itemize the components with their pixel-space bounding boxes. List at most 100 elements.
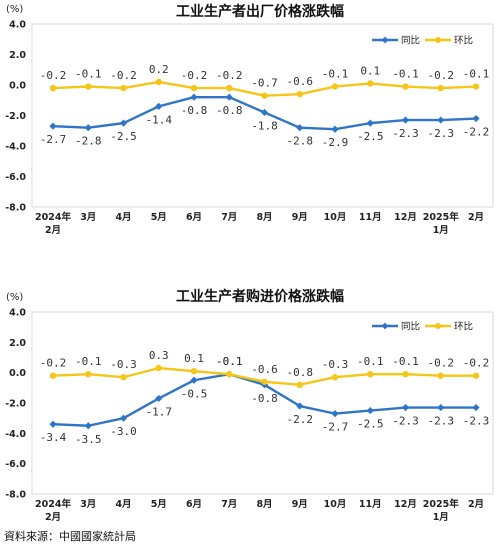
x-tick-label-line: 5月 — [151, 212, 167, 223]
data-point-yoy — [437, 403, 445, 412]
x-tick-label-line: 5月 — [151, 499, 167, 510]
data-point-mom — [402, 370, 409, 378]
x-tick-label-line: 3月 — [80, 499, 96, 510]
data-point-mom — [472, 372, 480, 379]
legend-label: 同比 — [401, 321, 420, 333]
data-point-mom — [367, 80, 374, 87]
chart-1: (%) 工业生产者出厂价格涨跌幅 4.0 2.0 0.0 -2.0 -4.0 -6.0 -8.0… — [5, 3, 494, 236]
data-label-yoy: -2.7 — [322, 421, 349, 434]
data-point-yoy — [84, 422, 92, 430]
x-tick-label-line: 2025年 — [423, 211, 459, 223]
x-tick-label: 3月 — [80, 212, 96, 223]
data-label-mom: -0.2 — [428, 357, 455, 370]
data-point-mom — [296, 90, 303, 98]
data-label-yoy: -3.5 — [75, 433, 102, 446]
x-tick-label: 4月 — [115, 212, 131, 223]
x-tick-label-line: 11月 — [359, 212, 382, 223]
data-point-yoy — [296, 124, 304, 132]
data-label-mom: 0.2 — [149, 63, 169, 76]
chart-title: 工业生产者出厂价格涨跌幅 — [176, 3, 344, 20]
data-label-yoy: -3.0 — [110, 425, 137, 438]
data-label-mom: -0.6 — [287, 75, 314, 88]
x-tick-label: 2025年 1月 — [423, 498, 459, 523]
data-point-mom — [85, 370, 92, 378]
y-unit-label: (%) — [6, 292, 23, 303]
data-point-yoy — [119, 119, 128, 127]
x-tick-label: 3月 — [80, 499, 96, 510]
x-tick-label-line: 2月 — [45, 225, 61, 236]
y-tick-label: 0.0 — [9, 81, 26, 92]
data-point-mom — [155, 78, 162, 86]
x-tick-label-line: 10月 — [324, 212, 347, 223]
data-point-mom — [226, 370, 233, 378]
source-note: 資料來源：中國國家統計局 — [4, 530, 136, 543]
x-tick-label-line: 7月 — [221, 212, 237, 223]
data-label-mom: -0.3 — [110, 358, 137, 371]
chart-2: (%) 工业生产者购进价格涨跌幅 4.0 2.0 0.0 -2.0 -4.0 -6.0 -8.0… — [5, 288, 494, 523]
data-point-yoy — [155, 394, 163, 403]
y-tick-label: -4.0 — [5, 142, 26, 153]
data-label-yoy: -1.7 — [146, 405, 173, 418]
data-label-yoy: -0.5 — [181, 387, 208, 400]
x-tick-label-line: 7月 — [221, 499, 237, 510]
y-tick-label: -6.0 — [5, 172, 26, 183]
data-point-yoy — [296, 402, 304, 410]
data-point-mom — [85, 83, 92, 90]
data-label-mom: -0.2 — [428, 69, 455, 82]
data-point-yoy — [472, 114, 480, 123]
legend-swatch-marker — [381, 36, 389, 44]
data-point-mom — [261, 92, 268, 99]
x-tick-label: 7月 — [221, 499, 237, 510]
legend-label: 环比 — [454, 321, 473, 333]
x-tick-label: 6月 — [186, 212, 202, 223]
data-label-mom: -0.8 — [287, 366, 314, 379]
x-tick-label: 12月 — [394, 212, 417, 223]
y-tick-label: 2.0 — [9, 338, 26, 349]
data-point-mom — [437, 372, 444, 379]
data-point-mom — [49, 372, 57, 379]
data-point-yoy — [119, 414, 128, 422]
data-label-mom: -0.1 — [392, 68, 419, 81]
x-tick-label: 8月 — [256, 212, 272, 223]
x-tick-label-line: 1月 — [433, 225, 449, 236]
data-label-yoy: -2.9 — [322, 136, 349, 149]
data-point-yoy — [260, 108, 269, 117]
data-label-yoy: -2.3 — [428, 127, 455, 140]
x-tick-label-line: 6月 — [186, 212, 202, 223]
data-point-yoy — [190, 93, 198, 101]
data-point-mom — [331, 374, 339, 381]
x-tick-label-line: 2025年 — [423, 498, 459, 510]
x-tick-label-line: 12月 — [394, 499, 417, 510]
x-tick-label-line: 9月 — [292, 212, 308, 223]
x-tick-label-line: 4月 — [115, 499, 131, 510]
data-label-mom: -0.1 — [75, 355, 102, 368]
data-label-yoy: -2.5 — [110, 130, 137, 143]
plot-frame — [31, 23, 494, 208]
x-tick-label: 8月 — [256, 499, 272, 510]
x-tick-label: 2024年 2月 — [35, 211, 71, 236]
x-tick-label-line: 8月 — [256, 212, 272, 223]
data-point-yoy — [331, 125, 339, 133]
data-point-yoy — [225, 93, 233, 101]
legend-label: 环比 — [454, 35, 473, 47]
x-tick-label-line: 11月 — [359, 499, 382, 510]
data-label-yoy: -2.3 — [463, 415, 490, 428]
data-label-mom: -0.2 — [463, 357, 490, 370]
x-tick-label-line: 8月 — [256, 499, 272, 510]
y-unit-label: (%) — [6, 4, 23, 15]
x-tick-label-line: 2月 — [468, 212, 484, 223]
x-tick-label: 7月 — [221, 212, 237, 223]
data-label-yoy: -0.1 — [216, 355, 243, 368]
x-tick-label: 4月 — [115, 499, 131, 510]
legend-swatch-marker — [435, 323, 441, 329]
data-point-mom — [190, 367, 198, 375]
data-label-mom: -0.2 — [40, 357, 67, 370]
x-tick-label-line: 2024年 — [35, 211, 71, 223]
x-tick-label: 5月 — [151, 212, 167, 223]
x-tick-label: 2月 — [468, 212, 484, 223]
data-label-mom: -0.2 — [181, 69, 208, 82]
data-label-mom: 0.1 — [360, 64, 380, 77]
data-label-yoy: -2.3 — [428, 415, 455, 428]
x-tick-label-line: 6月 — [186, 499, 202, 510]
data-point-mom — [367, 370, 374, 378]
